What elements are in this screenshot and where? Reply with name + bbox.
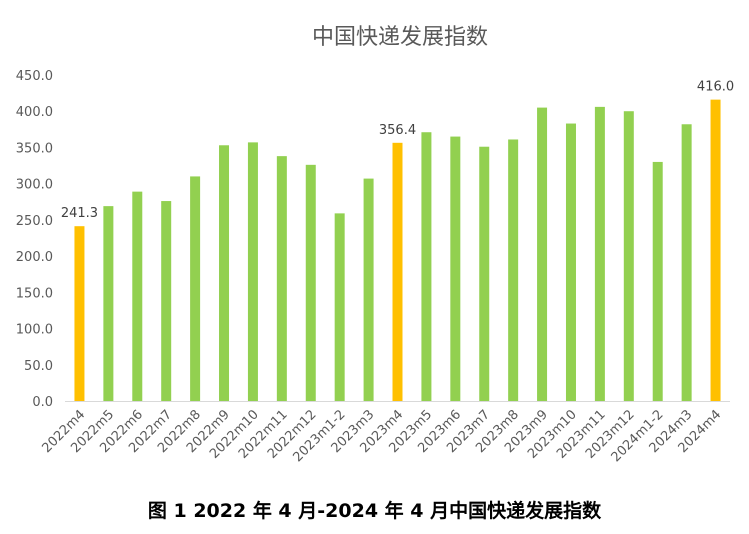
data-label: 356.4 — [379, 123, 416, 138]
bar — [103, 206, 114, 401]
bar-highlighted — [74, 226, 85, 401]
y-tick-label: 150.0 — [16, 286, 53, 301]
y-tick-label: 450.0 — [16, 69, 53, 84]
y-axis: 0.0 50.0 100.0 150.0 200.0 250.0 300.0 350.0 400… — [16, 69, 53, 410]
bar — [421, 132, 432, 401]
bar-highlighted — [710, 99, 721, 402]
y-tick-label: 350.0 — [16, 141, 53, 156]
bar — [190, 176, 201, 401]
bar — [363, 178, 374, 401]
y-tick-label: 100.0 — [16, 323, 53, 338]
bar-highlighted — [392, 142, 403, 402]
bar — [508, 139, 519, 401]
bar — [132, 191, 143, 401]
y-tick-label: 400.0 — [16, 105, 53, 120]
chart-title: 中国快递发展指数 — [312, 25, 488, 50]
bar — [479, 146, 490, 401]
bar — [247, 142, 258, 401]
bars-group — [74, 99, 721, 402]
y-tick-label: 300.0 — [16, 178, 53, 193]
bar — [161, 201, 172, 401]
bar — [565, 123, 576, 401]
y-tick-label: 50.0 — [24, 359, 53, 374]
data-label: 416.0 — [697, 80, 734, 95]
bar — [537, 107, 548, 401]
bar — [594, 106, 605, 402]
bar — [219, 145, 230, 401]
x-axis: 2022m42022m52022m62022m72022m82022m92022… — [39, 407, 724, 465]
data-label: 241.3 — [61, 206, 98, 221]
figure-caption: 图 1 2022 年 4 月-2024 年 4 月中国快递发展指数 — [147, 500, 602, 522]
bar — [334, 213, 345, 401]
bar — [276, 156, 287, 401]
y-tick-label: 200.0 — [16, 250, 53, 265]
bar — [305, 164, 316, 401]
bar — [681, 124, 692, 402]
y-tick-label: 250.0 — [16, 214, 53, 229]
bar — [450, 136, 461, 402]
y-tick-label: 0.0 — [32, 395, 53, 410]
bar — [623, 111, 634, 401]
bar — [652, 161, 663, 401]
data-labels-group: 241.3 356.4 416.0 — [61, 80, 734, 222]
